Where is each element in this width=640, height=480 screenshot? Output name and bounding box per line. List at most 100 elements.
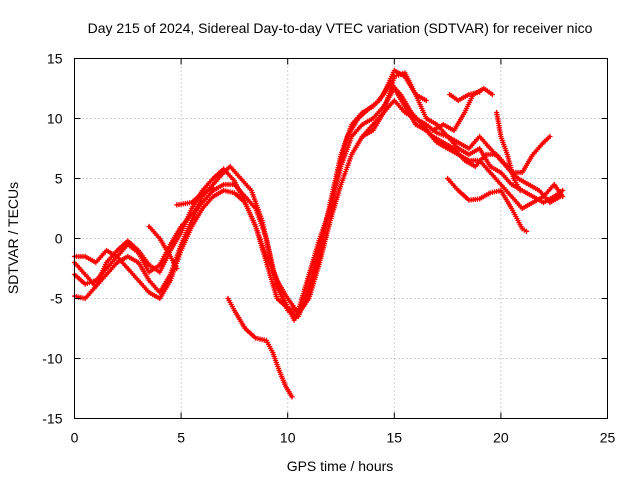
data-point <box>516 177 520 180</box>
data-point <box>499 159 503 162</box>
data-point <box>499 183 503 186</box>
data-point <box>512 177 515 180</box>
y-tick-label: 15 <box>47 51 63 67</box>
data-point <box>548 201 552 204</box>
data-point <box>126 239 129 243</box>
data-point <box>179 249 183 252</box>
data-point <box>179 231 183 234</box>
data-point <box>457 153 460 156</box>
x-axis-label: GPS time / hours <box>287 458 394 474</box>
data-point <box>393 69 396 72</box>
plot-frame <box>74 58 608 419</box>
data-point <box>478 147 481 150</box>
data-point <box>137 279 140 282</box>
data-point <box>307 297 311 300</box>
y-tick-label: 5 <box>55 171 63 187</box>
data-point <box>425 129 428 132</box>
data-point <box>378 99 381 102</box>
data-point <box>506 153 509 156</box>
data-point <box>448 93 451 96</box>
data-point <box>542 141 545 144</box>
data-point <box>94 285 98 288</box>
data-point <box>371 117 375 120</box>
data-point <box>211 183 215 186</box>
data-point <box>489 165 492 168</box>
data-point <box>126 267 129 270</box>
data-point <box>403 105 407 108</box>
data-point <box>115 249 119 252</box>
data-point <box>478 159 481 162</box>
series-track-2 <box>71 79 564 323</box>
data-point <box>442 123 445 126</box>
data-point <box>474 165 477 168</box>
data-point <box>278 369 281 372</box>
data-point <box>553 183 556 186</box>
data-point <box>367 107 370 111</box>
data-point <box>105 273 108 276</box>
data-point <box>275 297 279 300</box>
data-point <box>482 87 485 90</box>
data-point <box>284 384 287 388</box>
data-point <box>175 267 178 270</box>
data-point <box>105 261 108 264</box>
data-point <box>478 135 481 138</box>
data-point <box>260 219 264 222</box>
x-tick-label: 15 <box>387 430 403 446</box>
data-point <box>233 191 236 195</box>
data-point <box>414 117 417 120</box>
data-point <box>329 219 332 222</box>
data-point <box>147 291 151 294</box>
data-point <box>521 207 524 210</box>
data-point <box>243 327 247 330</box>
data-point <box>126 255 129 258</box>
data-point <box>158 297 161 300</box>
data-point <box>318 237 321 240</box>
y-axis: -15 -10 -5 0 5 10 15 <box>42 51 608 427</box>
x-tick-label: 10 <box>280 430 296 446</box>
data-point <box>561 189 564 192</box>
data-point <box>525 230 528 233</box>
data-point <box>478 197 481 201</box>
data-point <box>329 207 332 210</box>
data-point <box>467 93 471 96</box>
data-point <box>282 297 285 300</box>
data-point <box>350 153 353 156</box>
data-point <box>137 261 140 264</box>
data-point <box>297 311 300 315</box>
data-point <box>254 225 257 228</box>
x-tick-label: 0 <box>71 430 79 446</box>
data-point <box>531 153 535 156</box>
data-point <box>371 123 375 126</box>
series-track-9 <box>430 85 495 134</box>
data-point <box>226 297 230 300</box>
data-point <box>457 147 460 150</box>
data-point <box>467 147 471 150</box>
data-point <box>250 189 253 192</box>
data-point <box>561 195 564 198</box>
x-tick-label: 5 <box>177 430 185 446</box>
data-point <box>222 167 225 171</box>
data-point <box>147 279 151 282</box>
data-point <box>286 297 289 300</box>
data-point <box>489 147 492 150</box>
data-point <box>318 261 321 264</box>
data-point <box>361 135 364 138</box>
y-tick-label: -10 <box>42 351 62 367</box>
chart-title: Day 215 of 2024, Sidereal Day-to-day VTE… <box>88 20 593 36</box>
data-point <box>542 195 545 198</box>
data-point <box>521 171 524 174</box>
series-track-10 <box>447 89 483 104</box>
data-point <box>94 261 98 264</box>
x-axis: 0 5 10 15 20 25 <box>71 58 615 446</box>
data-point <box>339 165 343 168</box>
data-point <box>414 123 417 126</box>
data-point <box>137 249 140 252</box>
data-point <box>414 93 417 96</box>
data-point <box>271 351 274 354</box>
data-point <box>499 171 503 174</box>
data-point <box>190 207 193 210</box>
data-point <box>239 177 242 180</box>
plus-markers <box>447 89 483 104</box>
data-point <box>350 135 353 138</box>
